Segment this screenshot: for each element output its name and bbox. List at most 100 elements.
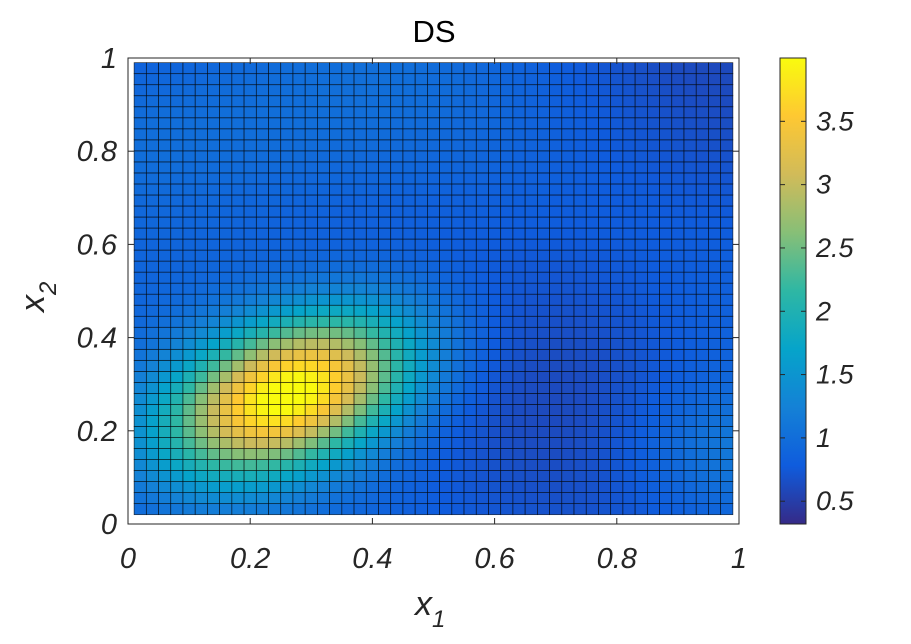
heatmap-cell [390,337,404,350]
heatmap-cell [598,62,612,75]
heatmap-cell [414,304,428,317]
heatmap-cell [573,128,587,141]
heatmap-cell [634,404,648,416]
heatmap-cell [219,470,233,482]
heatmap-cell [671,371,685,383]
heatmap-cell [365,371,379,383]
heatmap-cell [207,172,220,185]
heatmap-cell [145,128,159,141]
heatmap-cell [341,84,355,97]
heatmap-cell [292,359,306,372]
heatmap-cell [646,437,660,449]
heatmap-cell [353,426,367,438]
heatmap-cell [304,459,318,471]
heatmap-cell [145,459,159,471]
heatmap-cell [329,73,343,86]
heatmap-cell [598,492,612,505]
heatmap-cell [451,84,465,97]
heatmap-cell [243,393,257,405]
heatmap-cell [365,448,379,460]
heatmap-cell [451,359,465,372]
heatmap-cell [549,459,563,471]
heatmap-cell [365,238,379,251]
heatmap-cell [585,282,599,295]
heatmap-cell [561,161,575,174]
heatmap-cell [671,161,685,174]
heatmap-cell [304,337,318,350]
heatmap-cell [133,106,147,119]
heatmap-cell [414,95,428,108]
heatmap-cell [219,260,233,273]
heatmap-cell [720,106,734,119]
heatmap-cell [219,73,233,86]
heatmap-cell [708,503,722,516]
heatmap-cell [573,359,587,372]
heatmap-cell [500,393,514,405]
heatmap-cell [182,106,196,119]
heatmap-cell [573,492,587,505]
heatmap-cell [475,337,489,350]
heatmap-cell [280,371,294,383]
heatmap-cell [182,73,196,86]
heatmap-cell [463,382,477,394]
heatmap-cell [646,359,660,372]
heatmap-cell [170,249,184,262]
heatmap-cell [610,426,624,438]
heatmap-cell [304,382,318,394]
heatmap-cell [414,415,428,427]
heatmap-cell [561,293,575,306]
heatmap-cell [634,249,648,262]
heatmap-cell [207,117,220,130]
heatmap-cell [524,205,538,218]
heatmap-cell [659,304,673,317]
heatmap-cell [390,470,404,482]
x-axis-label-base: x [413,585,433,623]
heatmap-cell [683,404,697,416]
heatmap-cell [292,426,306,438]
heatmap-cell [145,415,159,427]
heatmap-cell [145,282,159,295]
heatmap-cell [634,271,648,284]
heatmap-cell [573,205,587,218]
heatmap-cell [427,359,440,372]
heatmap-cell [207,139,220,152]
heatmap-cell [268,117,282,130]
heatmap-cell [561,426,575,438]
heatmap-cell [158,84,172,97]
heatmap-cell [598,371,612,383]
heatmap-cell [255,315,269,328]
heatmap-cell [549,326,563,339]
heatmap-cell [280,470,294,482]
heatmap-cell [182,382,196,394]
heatmap-cell [634,95,648,108]
heatmap-cell [561,382,575,394]
heatmap-cell [341,503,355,516]
heatmap-cell [622,282,636,295]
heatmap-cell [402,260,416,273]
heatmap-cell [512,348,526,361]
heatmap-cell [537,282,550,295]
heatmap-cell [194,304,208,317]
heatmap-cell [207,293,220,306]
heatmap-cell [341,415,355,427]
colorbar-tick-label: 2 [815,296,831,326]
heatmap-cell [145,293,159,306]
heatmap-cell [378,315,392,328]
heatmap-cell [475,426,489,438]
heatmap-cell [549,150,563,163]
heatmap-cell [268,227,282,240]
heatmap-cell [683,293,697,306]
heatmap-cell [598,470,612,482]
heatmap-cell [500,139,514,152]
heatmap-cell [549,249,563,262]
heatmap-cell [585,62,599,75]
heatmap-cell [133,459,147,471]
heatmap-cell [622,84,636,97]
heatmap-cell [439,282,453,295]
heatmap-cell [549,437,563,449]
heatmap-cell [622,437,636,449]
heatmap-cell [207,359,220,372]
heatmap-cell [708,426,722,438]
heatmap-cell [378,62,392,75]
heatmap-cell [231,337,245,350]
